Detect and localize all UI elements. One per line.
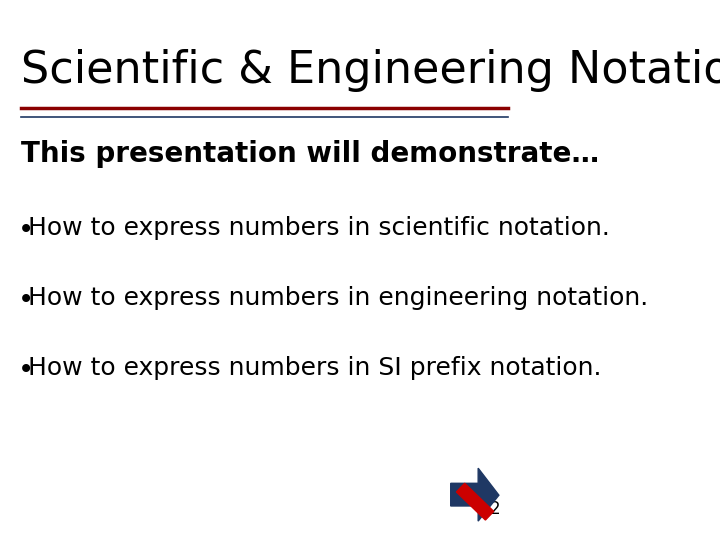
- Text: Scientific & Engineering Notation: Scientific & Engineering Notation: [21, 49, 720, 92]
- Text: How to express numbers in scientific notation.: How to express numbers in scientific not…: [29, 216, 611, 240]
- Text: How to express numbers in SI prefix notation.: How to express numbers in SI prefix nota…: [29, 356, 602, 380]
- Polygon shape: [456, 483, 494, 520]
- Text: This presentation will demonstrate…: This presentation will demonstrate…: [21, 140, 599, 168]
- Text: 2: 2: [490, 501, 500, 518]
- Text: •: •: [18, 356, 35, 384]
- Text: •: •: [18, 286, 35, 314]
- Text: •: •: [18, 216, 35, 244]
- Text: How to express numbers in engineering notation.: How to express numbers in engineering no…: [29, 286, 649, 310]
- Polygon shape: [451, 468, 499, 521]
